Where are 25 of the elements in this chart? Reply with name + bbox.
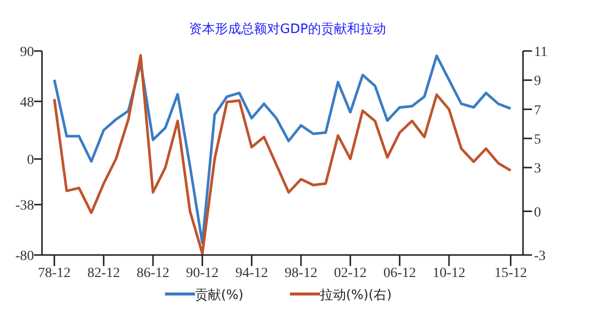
y2-tick-label: 0 bbox=[534, 205, 541, 220]
y2-tick-label: 11 bbox=[534, 45, 548, 60]
y-tick-label: -38 bbox=[15, 198, 34, 214]
y2-tick-label: -3 bbox=[534, 249, 546, 264]
y2-tick-label: 5 bbox=[534, 132, 541, 148]
x-tick-label: 78-12 bbox=[38, 266, 71, 281]
y-tick-label: 90 bbox=[20, 45, 34, 60]
legend-label: 拉动(%)(右) bbox=[320, 288, 392, 303]
x-tick-label: 98-12 bbox=[284, 266, 318, 281]
legend-label: 贡献(%) bbox=[195, 288, 244, 303]
x-tick-label: 82-12 bbox=[87, 266, 120, 281]
y-tick-label: -80 bbox=[15, 249, 34, 264]
y2-tick-label: 7 bbox=[534, 103, 541, 118]
x-tick-label: 15-12 bbox=[494, 266, 528, 281]
x-tick-label: 90-12 bbox=[186, 266, 219, 281]
y2-tick-label: 3 bbox=[534, 162, 541, 177]
x-tick-label: 10-12 bbox=[432, 266, 466, 281]
x-tick-label: 86-12 bbox=[136, 266, 170, 281]
y-tick-label: 0 bbox=[27, 153, 34, 168]
x-tick-label: 94-12 bbox=[235, 266, 268, 281]
y2-tick-label: 9 bbox=[534, 74, 541, 90]
x-tick-label: 02-12 bbox=[334, 266, 367, 281]
x-tick-label: 06-12 bbox=[383, 266, 416, 281]
chart-title: 资本形成总额对GDP的贡献和拉动 bbox=[189, 22, 386, 37]
y-tick-label: 48 bbox=[20, 95, 34, 110]
